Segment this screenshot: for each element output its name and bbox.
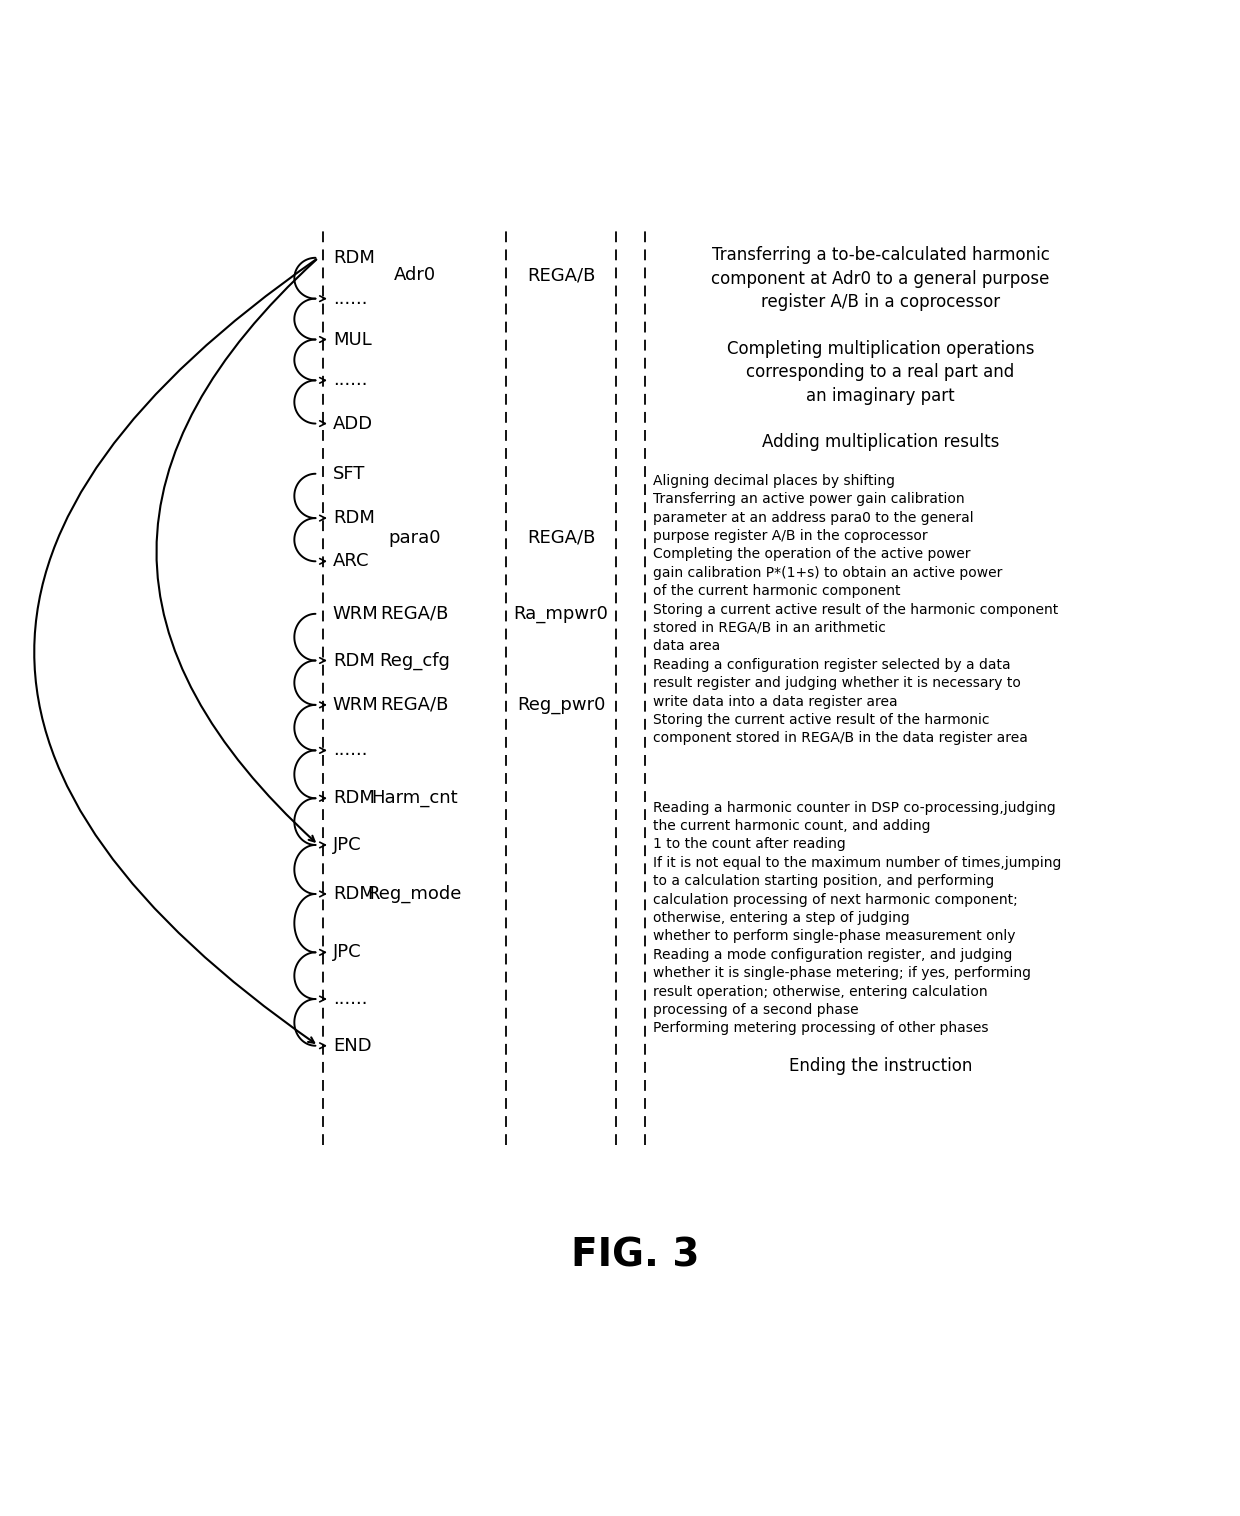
Text: ARC: ARC — [332, 552, 370, 570]
Text: RDM: RDM — [332, 885, 374, 904]
Text: Transferring a to-be-calculated harmonic
component at Adr0 to a general purpose
: Transferring a to-be-calculated harmonic… — [712, 246, 1050, 311]
Text: Completing multiplication operations
corresponding to a real part and
an imagina: Completing multiplication operations cor… — [727, 340, 1034, 405]
Text: ADD: ADD — [332, 414, 373, 432]
Text: WRM: WRM — [332, 696, 378, 714]
Text: REGA/B: REGA/B — [527, 529, 595, 547]
Text: ......: ...... — [332, 371, 367, 390]
Text: para0: para0 — [388, 529, 440, 547]
Text: Ending the instruction: Ending the instruction — [789, 1058, 972, 1075]
Text: REGA/B: REGA/B — [381, 605, 449, 623]
Text: RDM: RDM — [332, 249, 374, 267]
Text: Aligning decimal places by shifting
Transferring an active power gain calibratio: Aligning decimal places by shifting Tran… — [652, 473, 1058, 746]
Text: END: END — [332, 1037, 372, 1055]
Text: Adding multiplication results: Adding multiplication results — [761, 434, 999, 450]
Text: Reading a harmonic counter in DSP co-processing,judging
the current harmonic cou: Reading a harmonic counter in DSP co-pro… — [652, 800, 1061, 1035]
Text: ......: ...... — [332, 741, 367, 760]
Text: FIG. 3: FIG. 3 — [572, 1237, 699, 1275]
Text: Reg_mode: Reg_mode — [367, 885, 461, 904]
Text: MUL: MUL — [332, 330, 372, 349]
Text: Adr0: Adr0 — [393, 267, 435, 285]
Text: Harm_cnt: Harm_cnt — [371, 790, 458, 807]
Text: Reg_cfg: Reg_cfg — [379, 652, 450, 670]
Text: WRM: WRM — [332, 605, 378, 623]
Text: RDM: RDM — [332, 790, 374, 807]
Text: SFT: SFT — [332, 465, 365, 482]
Text: Ra_mpwr0: Ra_mpwr0 — [513, 605, 609, 623]
Text: REGA/B: REGA/B — [527, 267, 595, 285]
Text: JPC: JPC — [332, 943, 361, 961]
Text: ......: ...... — [332, 290, 367, 308]
Text: REGA/B: REGA/B — [381, 696, 449, 714]
Text: Reg_pwr0: Reg_pwr0 — [517, 696, 605, 714]
Text: RDM: RDM — [332, 509, 374, 528]
Text: JPC: JPC — [332, 835, 361, 854]
Text: ......: ...... — [332, 990, 367, 1008]
Text: RDM: RDM — [332, 652, 374, 670]
